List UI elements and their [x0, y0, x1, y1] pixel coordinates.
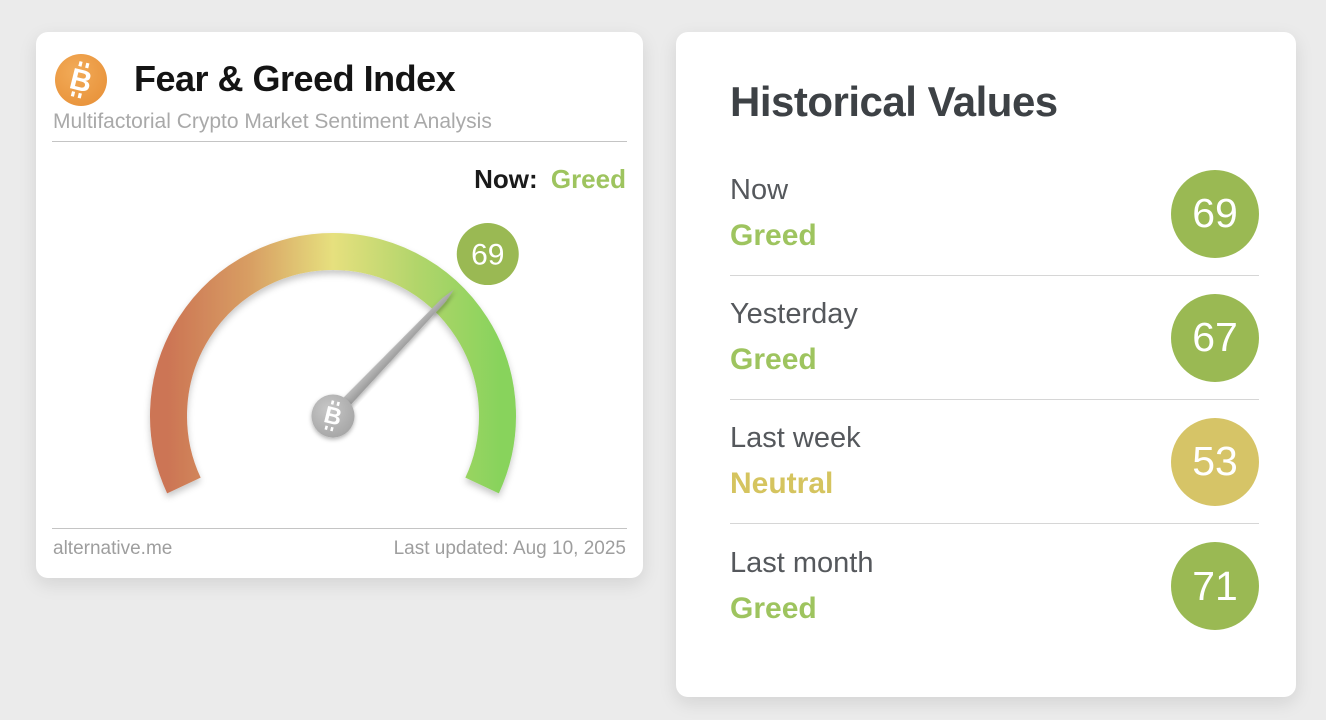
history-row-now: Now Greed 69	[730, 152, 1259, 276]
fear-greed-gauge: B 69	[150, 223, 519, 494]
fear-greed-card: B Fear & Greed Index Multifactorial Cryp…	[36, 32, 643, 578]
history-row-yesterday: Yesterday Greed 67	[730, 276, 1259, 400]
history-classification: Greed	[730, 343, 817, 376]
history-label: Last month	[730, 546, 874, 579]
fng-footer: alternative.me Last updated: Aug 10, 202…	[53, 538, 626, 560]
gauge-hub-bitcoin-icon: B	[311, 394, 355, 438]
now-label: Now:	[474, 164, 538, 194]
gauge-arc	[150, 233, 516, 494]
history-label: Last week	[730, 422, 861, 454]
history-label: Yesterday	[730, 298, 858, 330]
svg-text:B: B	[321, 401, 344, 431]
historical-title: Historical Values	[730, 78, 1058, 125]
gauge-value: 69	[471, 239, 504, 272]
historical-values-card: Historical Values Now Greed 69 Yesterday…	[676, 32, 1296, 697]
fng-card-title: Fear & Greed Index	[134, 58, 456, 99]
history-row-last-month: Last month Greed 71	[730, 524, 1259, 648]
fng-card-subtitle: Multifactorial Crypto Market Sentiment A…	[53, 110, 492, 133]
last-updated-text: Last updated: Aug 10, 2025	[393, 538, 626, 559]
history-value-badge: 53	[1171, 417, 1259, 506]
history-value-badge: 69	[1171, 169, 1259, 258]
now-line: Now: Greed	[474, 164, 626, 195]
gauge-value-badge: 69	[456, 223, 519, 286]
footer-divider	[52, 528, 627, 529]
history-label: Now	[730, 174, 789, 206]
history-value-badge: 67	[1171, 293, 1259, 382]
source-link[interactable]: alternative.me	[53, 538, 173, 559]
bitcoin-icon: B	[55, 54, 107, 106]
history-classification: Greed	[730, 591, 817, 625]
gauge-needle	[329, 289, 454, 420]
history-classification: Greed	[730, 219, 817, 252]
header-divider	[52, 141, 627, 142]
history-classification: Neutral	[730, 467, 834, 500]
history-row-last-week: Last week Neutral 53	[730, 400, 1259, 524]
history-value-badge: 71	[1171, 542, 1259, 630]
now-classification: Greed	[550, 164, 626, 194]
